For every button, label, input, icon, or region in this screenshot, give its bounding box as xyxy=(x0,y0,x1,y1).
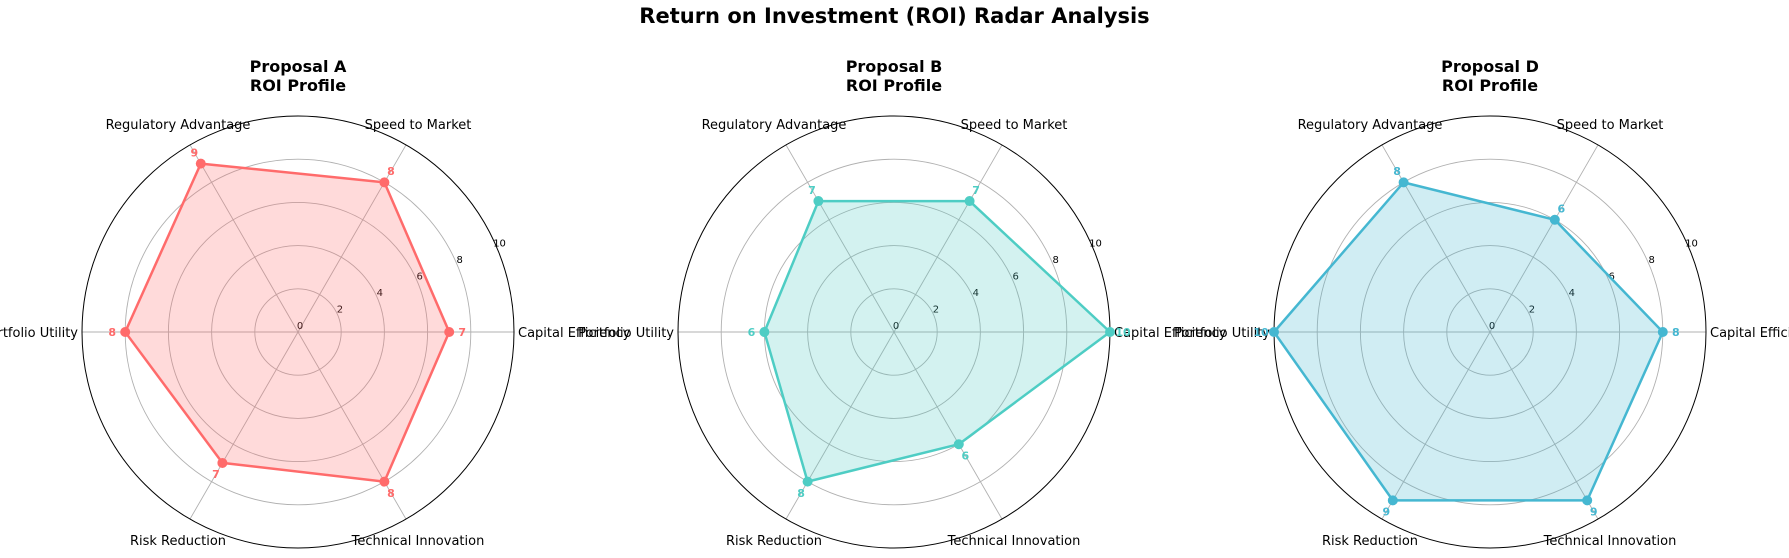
grid-spoke xyxy=(297,144,407,333)
data-point xyxy=(444,327,455,337)
grid-spoke xyxy=(785,144,895,333)
category-label: Technical Innovation xyxy=(351,534,485,549)
category-label: Risk Reduction xyxy=(130,534,226,549)
radial-tick-label: 8 xyxy=(1052,255,1058,266)
category-label: Regulatory Advantage xyxy=(106,118,251,133)
category-label: Capital Efficiency xyxy=(1114,326,1227,341)
radial-tick-label: 10 xyxy=(1685,238,1698,249)
data-label: 9 xyxy=(1590,506,1598,519)
data-label: 8 xyxy=(797,487,805,500)
radial-tick-label: 2 xyxy=(337,304,343,315)
radial-tick-label: 4 xyxy=(377,288,383,299)
panel-title: Proposal D xyxy=(1441,57,1539,76)
panel-title: Proposal A xyxy=(250,57,347,76)
figure-title: Return on Investment (ROI) Radar Analysi… xyxy=(639,4,1150,28)
category-label: Technical Innovation xyxy=(1543,534,1677,549)
series-area xyxy=(764,201,1110,482)
series-area xyxy=(125,163,450,482)
data-label: 8 xyxy=(1393,165,1401,178)
data-label: 6 xyxy=(748,326,756,339)
data-label: 6 xyxy=(1557,203,1565,216)
panel-subtitle: ROI Profile xyxy=(846,76,942,95)
data-point xyxy=(1269,327,1279,337)
category-label: Speed to Market xyxy=(365,118,472,133)
data-point xyxy=(1105,327,1115,337)
category-label: Capital Efficiency xyxy=(518,326,631,341)
data-label: 8 xyxy=(1672,326,1680,339)
grid-spoke xyxy=(1381,331,1491,520)
data-label: 8 xyxy=(387,165,395,178)
grid-spoke xyxy=(297,331,407,520)
category-label: Portfolio Utility xyxy=(1174,326,1270,341)
data-label: 7 xyxy=(808,184,816,197)
data-point xyxy=(953,439,964,450)
data-point xyxy=(1387,495,1398,506)
category-label: Regulatory Advantage xyxy=(1298,118,1443,133)
data-point xyxy=(964,196,975,207)
category-label: Risk Reduction xyxy=(726,534,822,549)
series-area xyxy=(1274,182,1663,501)
data-point xyxy=(217,457,228,468)
radial-tick-label: 8 xyxy=(1648,255,1654,266)
radial-tick-label: 0 xyxy=(893,321,899,332)
data-label: 8 xyxy=(108,326,116,339)
panel-subtitle: ROI Profile xyxy=(1442,76,1538,95)
data-label: 8 xyxy=(387,487,395,500)
category-label: Portfolio Utility xyxy=(0,326,78,341)
radial-tick-label: 6 xyxy=(1609,271,1615,282)
radial-tick-label: 10 xyxy=(1089,238,1102,249)
category-label: Technical Innovation xyxy=(947,534,1081,549)
radial-tick-label: 2 xyxy=(1529,304,1535,315)
category-label: Risk Reduction xyxy=(1322,534,1418,549)
polar-frame xyxy=(81,115,515,549)
radial-tick-label: 10 xyxy=(493,238,506,249)
grid-spoke xyxy=(1489,331,1599,520)
radial-tick-label: 0 xyxy=(297,321,303,332)
data-point xyxy=(759,327,770,337)
category-label: Portfolio Utility xyxy=(578,326,674,341)
data-label: 7 xyxy=(972,184,980,197)
data-label: 6 xyxy=(961,449,969,462)
grid-spoke xyxy=(189,144,299,333)
data-point xyxy=(1398,177,1409,188)
radial-tick-label: 8 xyxy=(456,255,462,266)
data-point xyxy=(1549,214,1560,225)
radial-tick-label: 0 xyxy=(1489,321,1495,332)
panel-subtitle: ROI Profile xyxy=(250,76,346,95)
data-point xyxy=(379,476,390,487)
data-label: 10 xyxy=(1253,326,1269,339)
grid-spoke xyxy=(893,331,1003,520)
category-label: Capital Efficiency xyxy=(1710,326,1789,341)
data-label: 7 xyxy=(212,468,220,481)
radial-tick-label: 6 xyxy=(1013,271,1019,282)
data-label: 9 xyxy=(190,146,198,159)
radial-tick-label: 4 xyxy=(1569,288,1575,299)
data-point xyxy=(1582,495,1593,506)
data-label: 9 xyxy=(1382,506,1390,519)
radial-tick-label: 6 xyxy=(417,271,423,282)
grid-spoke xyxy=(893,144,1003,333)
panel-title: Proposal B xyxy=(846,57,943,76)
grid-spoke xyxy=(1489,144,1599,333)
data-point xyxy=(120,327,131,337)
category-label: Speed to Market xyxy=(961,118,1068,133)
data-label: 10 xyxy=(1115,326,1131,339)
data-label: 7 xyxy=(458,326,466,339)
data-point xyxy=(195,158,206,169)
grid-spoke xyxy=(189,331,299,520)
data-point xyxy=(1657,327,1668,337)
grid-spoke xyxy=(785,331,895,520)
grid-spoke xyxy=(1381,144,1491,333)
data-point xyxy=(802,476,813,487)
data-point xyxy=(379,177,390,188)
radial-tick-label: 4 xyxy=(973,288,979,299)
radial-tick-label: 2 xyxy=(933,304,939,315)
category-label: Regulatory Advantage xyxy=(702,118,847,133)
data-point xyxy=(813,196,824,207)
category-label: Speed to Market xyxy=(1557,118,1664,133)
